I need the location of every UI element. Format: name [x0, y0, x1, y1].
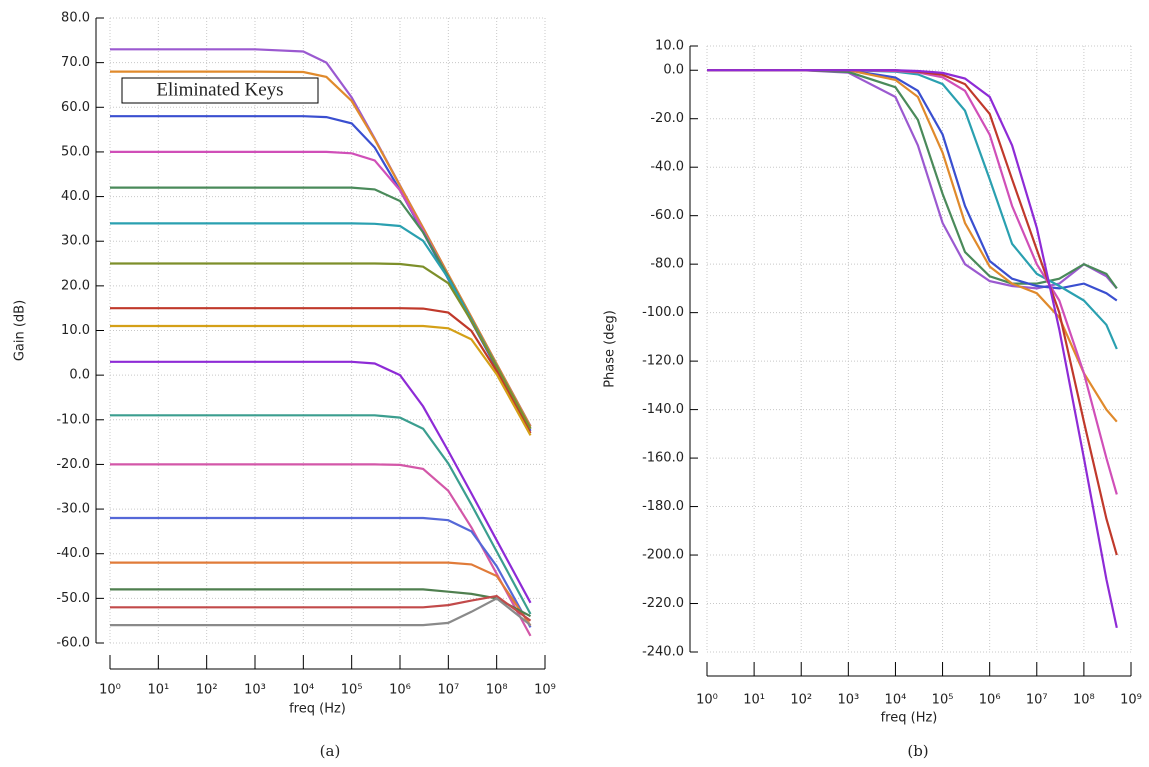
chart: 10.0 0.0 -20.0 -40.0 -60.0 -80.0 -100.0 -120.0 -…	[603, 39, 1142, 761]
curve	[110, 594, 532, 622]
x-tick-label: 10²	[196, 683, 218, 698]
y-tick-label: 60.0	[61, 100, 90, 115]
x-tick-label: 10⁸	[486, 683, 508, 698]
x-tick-label: 10⁶	[979, 693, 1001, 708]
curve	[110, 70, 532, 428]
curve	[110, 324, 532, 436]
curve	[707, 69, 1118, 629]
curve	[110, 262, 532, 430]
x-tick-label: 10⁶	[389, 683, 411, 698]
curve	[110, 115, 532, 432]
annotation: Eliminated Keys	[156, 79, 283, 100]
y-tick-label: -50.0	[56, 591, 90, 606]
y-tick-label: -200.0	[642, 548, 684, 563]
y-tick-label: 10.0	[61, 323, 90, 338]
x-axis-title: freq (Hz)	[881, 711, 938, 726]
curve	[707, 69, 1118, 302]
y-tick-label: -20.0	[650, 111, 684, 126]
x-tick-label: 10⁴	[885, 693, 907, 708]
chart: 80.0 70.0 60.0 50.0 40.0 30.0 20.0 10.0 0.0 -10.0…	[13, 11, 556, 761]
x-tick-label: 10⁸	[1073, 693, 1095, 708]
x-tick-label: 10⁹	[534, 683, 556, 698]
y-tick-label: -100.0	[642, 305, 684, 320]
curve	[110, 360, 532, 604]
x-tick-label: 10⁴	[292, 683, 314, 698]
curve	[110, 597, 532, 627]
caption: (a)	[320, 742, 341, 760]
y-tick-label: -240.0	[642, 645, 684, 660]
x-axis-title: freq (Hz)	[289, 702, 346, 717]
x-tick-label: 10⁵	[341, 683, 363, 698]
curve	[707, 69, 1118, 290]
y-tick-label: 0.0	[663, 63, 684, 78]
y-tick-label: 30.0	[61, 234, 90, 249]
curve	[110, 463, 532, 637]
y-tick-label: -80.0	[650, 257, 684, 272]
x-tick-label: 10³	[244, 683, 266, 698]
x-tick-label: 10³	[837, 693, 859, 708]
y-tick-label: -30.0	[56, 502, 90, 517]
x-tick-label: 10¹	[743, 693, 765, 708]
curve	[110, 516, 532, 628]
curve	[707, 69, 1118, 290]
x-tick-label: 10⁵	[932, 693, 954, 708]
x-tick-label: 10⁰	[99, 683, 121, 698]
y-axis-title: Gain (dB)	[13, 300, 28, 361]
y-tick-label: 80.0	[61, 11, 90, 26]
curve	[110, 307, 532, 434]
curve	[110, 48, 532, 427]
y-tick-label: 70.0	[61, 55, 90, 70]
y-tick-label: -40.0	[650, 160, 684, 175]
curve	[110, 561, 532, 627]
curve	[110, 588, 532, 618]
x-tick-label: 10⁹	[1120, 693, 1142, 708]
y-tick-label: -20.0	[56, 457, 90, 472]
y-tick-label: 50.0	[61, 144, 90, 159]
y-tick-label: -60.0	[650, 208, 684, 223]
curve	[110, 150, 532, 430]
curve	[707, 69, 1118, 423]
annotation-box	[121, 77, 319, 104]
y-tick-label: -220.0	[642, 596, 684, 611]
x-tick-label: 10¹	[147, 683, 169, 698]
y-tick-label: -60.0	[56, 636, 90, 651]
y-tick-label: 10.0	[655, 39, 684, 54]
y-tick-label: 20.0	[61, 278, 90, 293]
x-tick-label: 10²	[790, 693, 812, 708]
y-tick-label: 0.0	[69, 368, 90, 383]
y-tick-label: -140.0	[642, 402, 684, 417]
y-tick-label: -120.0	[642, 354, 684, 369]
y-tick-label: -180.0	[642, 499, 684, 514]
x-tick-label: 10⁰	[696, 693, 718, 708]
x-tick-label: 10⁷	[1026, 693, 1048, 708]
y-axis-title: Phase (deg)	[603, 310, 618, 388]
y-tick-label: 40.0	[61, 189, 90, 204]
y-tick-label: -10.0	[56, 412, 90, 427]
y-tick-label: -160.0	[642, 451, 684, 466]
curve	[110, 414, 532, 615]
x-tick-label: 10⁷	[437, 683, 459, 698]
y-tick-label: -40.0	[56, 546, 90, 561]
caption: (b)	[907, 742, 928, 760]
